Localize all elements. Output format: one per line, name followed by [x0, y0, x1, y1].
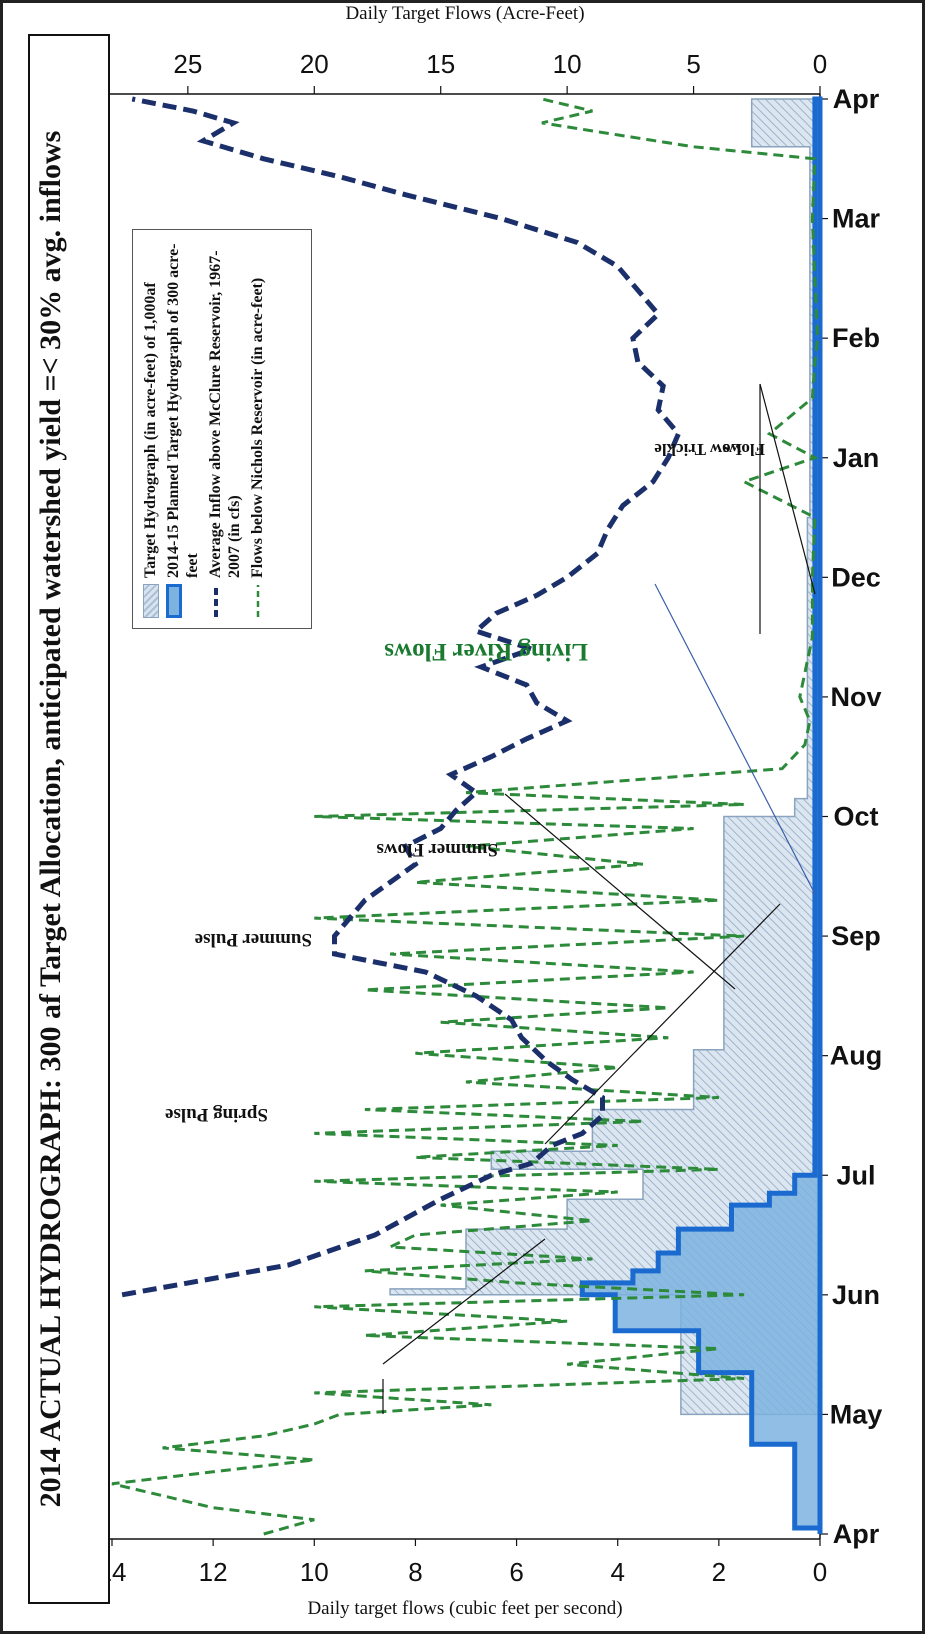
- month-label: Apr: [833, 84, 880, 114]
- right-axis-ticks: 0 5 10 15 20 25: [173, 49, 827, 94]
- left-tick-label: 8: [408, 1557, 422, 1587]
- spring-pulse-label: Spring Pulse: [165, 1104, 268, 1125]
- spring-pulse-leader: [382, 1238, 546, 1365]
- legend-item-mcclure: Average Inflow above McClure Reservoir, …: [206, 240, 244, 618]
- month-label: Jan: [833, 443, 880, 473]
- month-label: Oct: [833, 802, 878, 832]
- nichols-line-swatch: [256, 585, 260, 617]
- planned-hydrograph-area: [579, 96, 823, 1534]
- right-tick-label: 0: [813, 49, 827, 79]
- annotations: Spring Pulse Summer Pulse Summer Flows L…: [165, 383, 816, 1414]
- month-label: Feb: [832, 323, 880, 353]
- month-label: Jun: [832, 1280, 880, 1310]
- summer-flows-leader: [504, 793, 736, 990]
- low-trickle-leader: [759, 383, 816, 595]
- mcclure-line-swatch: [214, 585, 218, 617]
- chart-title-box: 2014 ACTUAL HYDROGRAPH: 300 af Target Al…: [28, 34, 110, 1604]
- chart-title: 2014 ACTUAL HYDROGRAPH: 300 af Target Al…: [34, 130, 67, 1508]
- right-tick-label: 5: [686, 49, 700, 79]
- right-tick-label: 15: [426, 49, 455, 79]
- left-tick-label: 10: [300, 1557, 329, 1587]
- nichols-flows-line: [111, 97, 820, 1536]
- legend-label-mcclure: Average Inflow above McClure Reservoir, …: [207, 250, 243, 578]
- legend-item-nichols: Flows below Nichols Reservoir (in acre-f…: [248, 240, 267, 618]
- summer-flows-label: Summer Flows: [376, 839, 498, 860]
- legend-label-target: Target Hydrograph (in acre-feet) of 1,00…: [142, 282, 159, 578]
- left-tick-label: 0: [813, 1557, 827, 1587]
- legend-label-nichols: Flows below Nichols Reservoir (in acre-f…: [249, 277, 266, 578]
- month-label: Aug: [830, 1041, 882, 1071]
- left-tick-label: 2: [712, 1557, 726, 1587]
- left-tick-label: 4: [610, 1557, 624, 1587]
- legend: Target Hydrograph (in acre-feet) of 1,00…: [132, 229, 312, 629]
- month-label: Jul: [836, 1160, 875, 1190]
- mcclure-inflow-line: [121, 96, 682, 1298]
- right-tick-label: 10: [553, 49, 582, 79]
- month-label: Nov: [830, 682, 881, 712]
- right-tick-label: 20: [300, 49, 329, 79]
- left-tick-label: 12: [199, 1557, 228, 1587]
- month-label: Mar: [832, 204, 881, 234]
- right-axis-title: Daily Target Flows (Acre-Feet): [345, 3, 584, 24]
- left-axis-title: Daily target flows (cubic feet per secon…: [307, 1598, 622, 1619]
- summer-pulse-label: Summer Pulse: [195, 929, 312, 950]
- summer-pulse-leader: [544, 903, 781, 1145]
- legend-label-planned: 2014-15 Planned Target Hydrograph of 300…: [165, 243, 201, 578]
- living-river-label: Living River Flows: [384, 638, 588, 665]
- left-tick-label: 6: [509, 1557, 523, 1587]
- month-label: Apr: [833, 1519, 880, 1549]
- month-label: May: [830, 1399, 883, 1429]
- target-hydrograph-area: [389, 98, 821, 1534]
- living-river-leader: [654, 583, 816, 895]
- low-trickle-label-2: Flows: [722, 440, 765, 459]
- month-label: Dec: [831, 562, 881, 592]
- low-trickle-label-1: Low Trickle: [654, 440, 742, 459]
- legend-item-target: Target Hydrograph (in acre-feet) of 1,00…: [141, 240, 160, 618]
- month-label: Sep: [831, 921, 881, 951]
- right-tick-label: 25: [173, 49, 202, 79]
- month-labels: Apr May Jun Jul Aug Sep Oct Nov Dec Jan Feb Mar Apr: [820, 84, 882, 1549]
- target-hydrograph-swatch: [143, 584, 159, 618]
- legend-item-planned: 2014-15 Planned Target Hydrograph of 300…: [164, 240, 202, 618]
- planned-hydrograph-swatch: [166, 584, 182, 618]
